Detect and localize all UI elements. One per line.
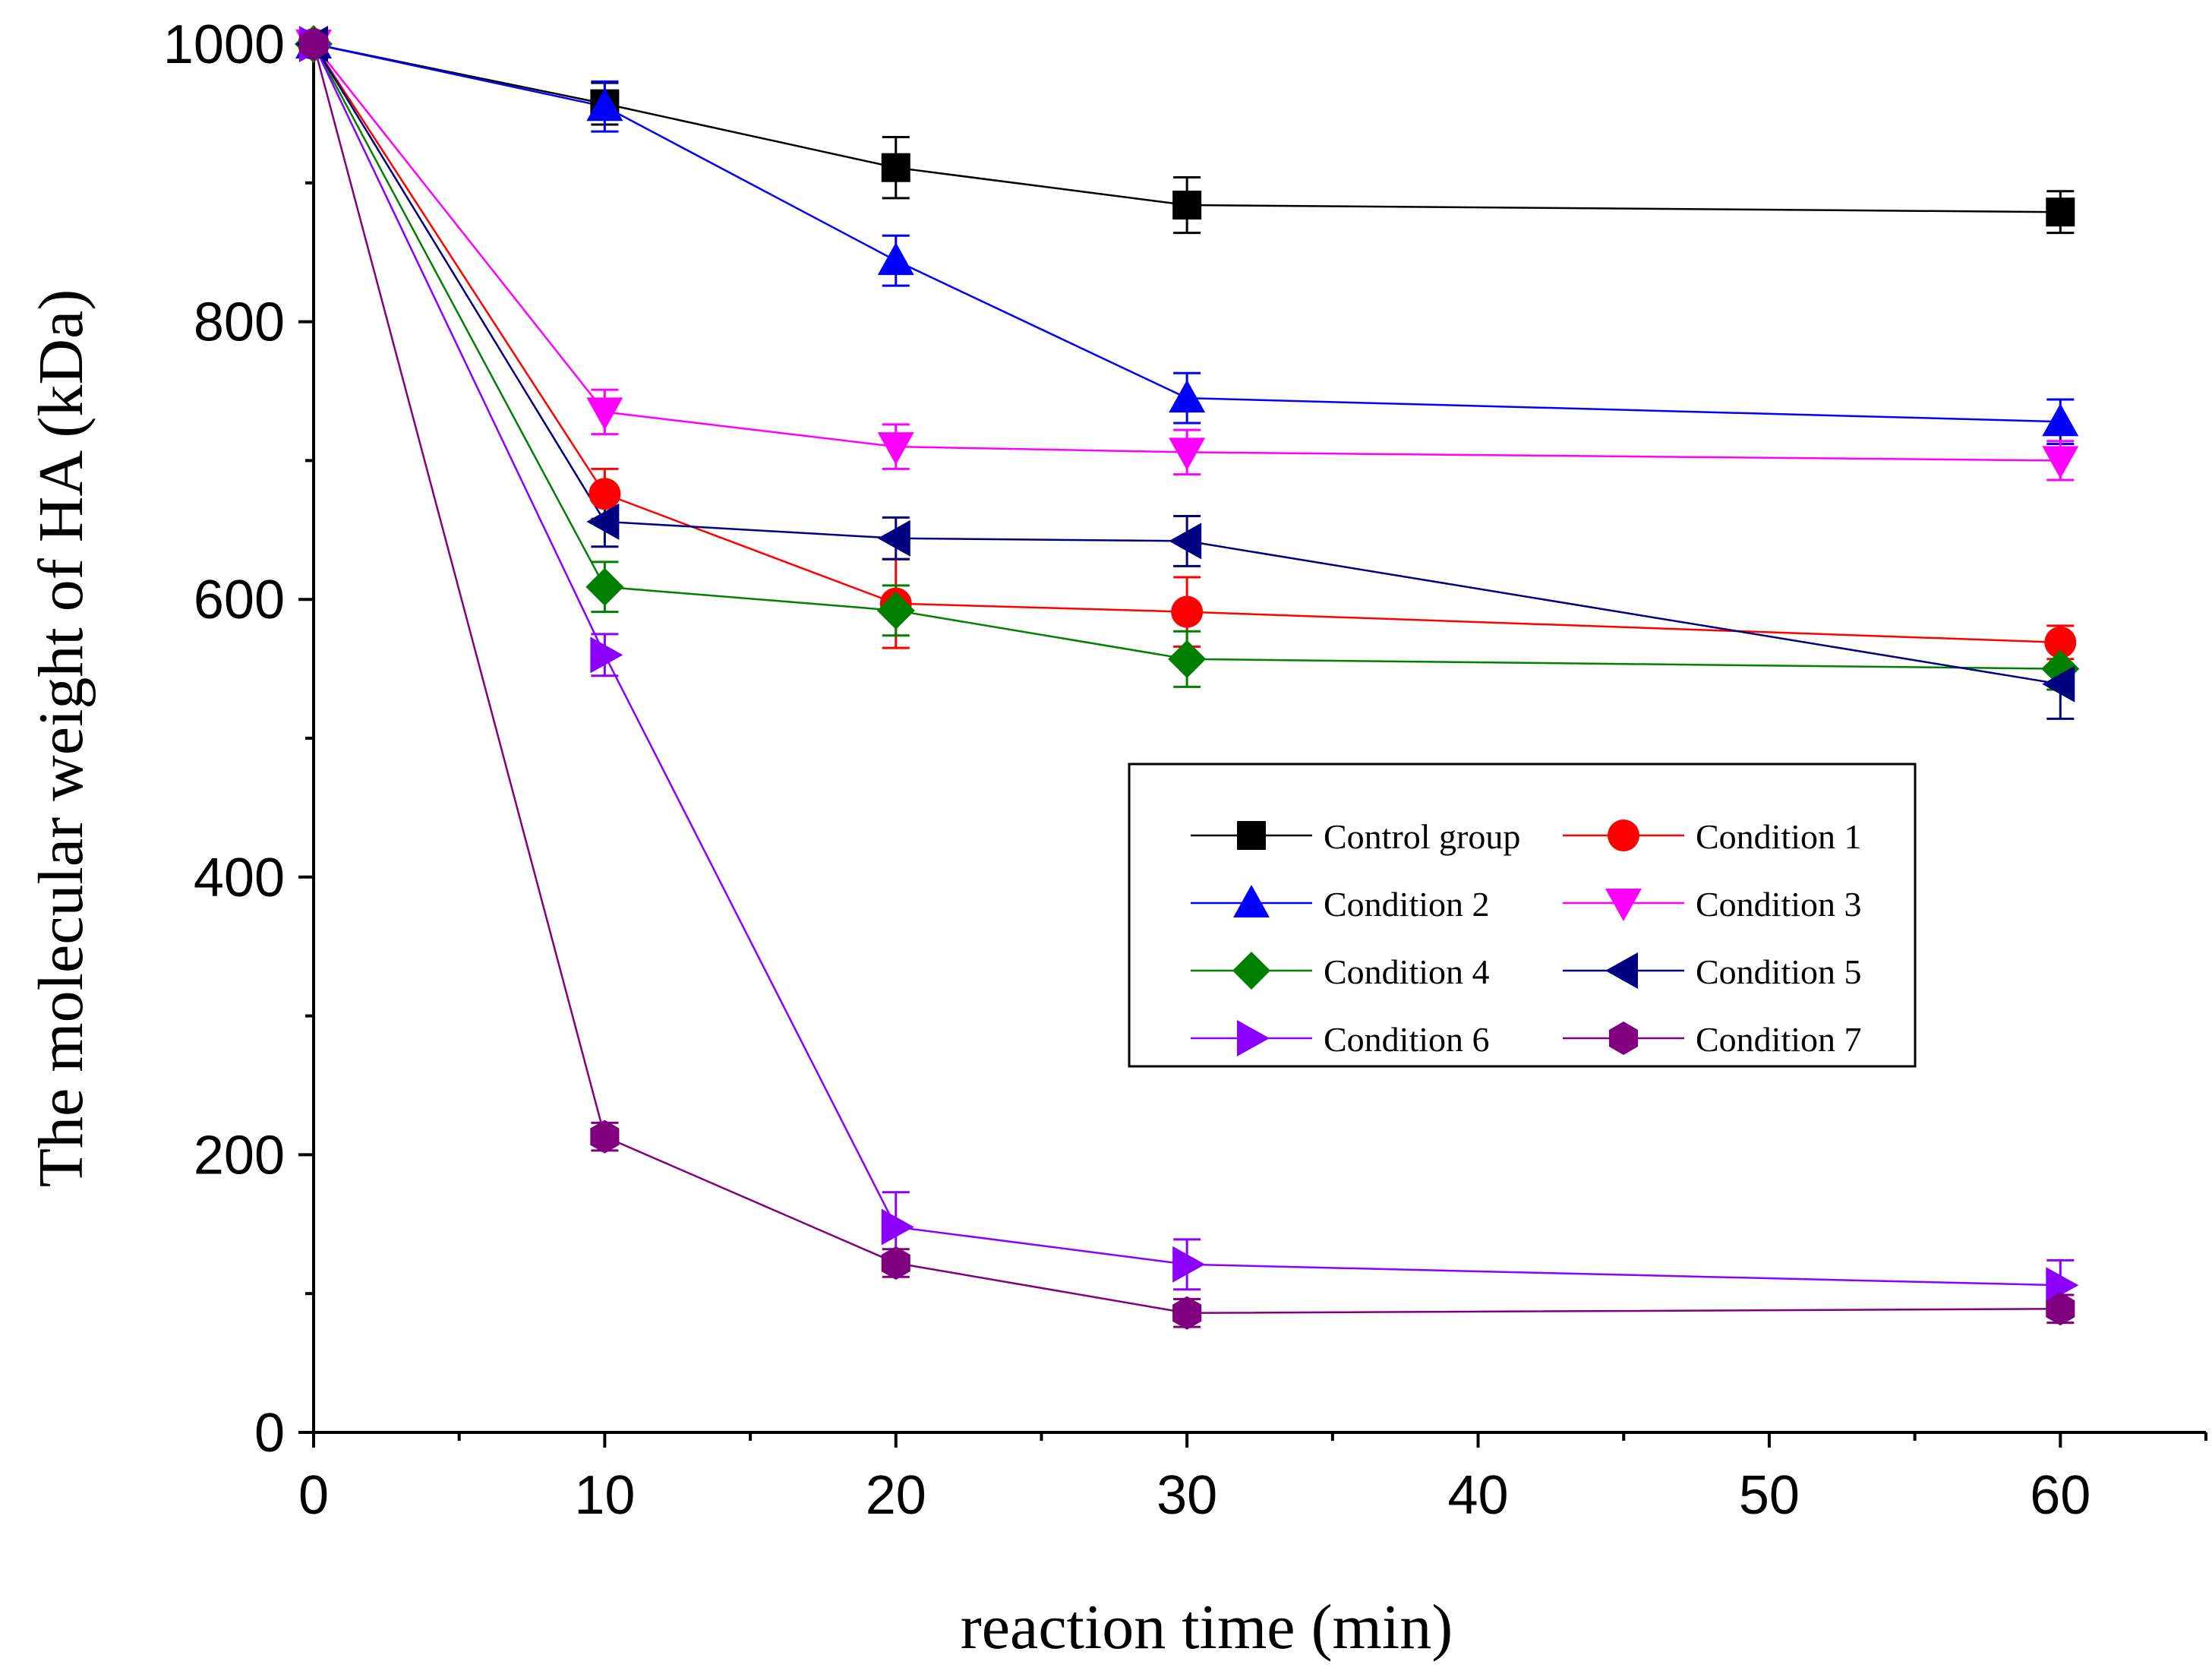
data-point [1168, 639, 1207, 678]
legend-marker [1608, 819, 1639, 851]
data-point [877, 432, 914, 466]
data-point [590, 636, 623, 674]
legend-label: Condition 7 [1696, 1020, 1862, 1059]
legend-item: Condition 6 [1191, 1020, 1490, 1059]
series-layer [295, 25, 2080, 1330]
data-point [1169, 523, 1202, 560]
data-point [2042, 446, 2079, 479]
y-tick-label: 800 [194, 292, 285, 353]
data-point [1172, 1296, 1202, 1330]
legend-label: Condition 1 [1696, 817, 1862, 856]
series-condition-7-markers [298, 27, 2075, 1330]
legend-label: Condition 4 [1324, 952, 1490, 991]
y-tick-label: 200 [194, 1125, 285, 1186]
data-point [2046, 1267, 2079, 1304]
data-point [881, 1208, 914, 1246]
data-point [2046, 197, 2075, 227]
data-point [2042, 403, 2079, 437]
legend-item: Condition 3 [1563, 885, 1862, 924]
y-axis-title: The molecular weight of HA (kDa) [26, 289, 96, 1188]
legend-label: Condition 3 [1696, 885, 1862, 924]
x-tick-label: 10 [574, 1465, 635, 1526]
x-tick-label: 0 [298, 1465, 329, 1526]
y-tick-label: 1000 [163, 14, 285, 75]
data-point [586, 88, 623, 122]
legend-label: Condition 6 [1324, 1020, 1490, 1059]
legend-marker [1237, 821, 1266, 850]
axes-layer: 0 200 400 600 800 1000 0 10 20 30 40 50 60 [163, 14, 2207, 1526]
y-tick-label: 600 [194, 570, 285, 630]
y-tick-label: 0 [254, 1403, 285, 1464]
legend-item: Condition 5 [1563, 952, 1862, 991]
legend-item: Control group [1191, 817, 1520, 856]
data-point [1172, 1246, 1206, 1283]
data-point [877, 242, 914, 276]
legend-label: Condition 2 [1324, 885, 1490, 924]
data-point [1172, 191, 1202, 220]
x-tick-label: 60 [2030, 1465, 2091, 1526]
data-point [1169, 437, 1206, 471]
legend: Control group Condition 1 Condition 2 Condi… [1128, 763, 1917, 1068]
legend-marker [1605, 952, 1638, 989]
legend-item: Condition 2 [1191, 885, 1490, 924]
data-point [877, 519, 910, 557]
data-point [1169, 380, 1206, 413]
data-point [881, 1246, 910, 1280]
legend-marker [1233, 885, 1270, 917]
x-tick-label: 50 [1739, 1465, 1800, 1526]
data-point [1171, 595, 1204, 628]
data-point [881, 153, 910, 182]
legend-label: Condition 5 [1696, 952, 1862, 991]
x-tick-label: 40 [1447, 1465, 1508, 1526]
data-point [876, 591, 915, 630]
legend-label: Control group [1324, 817, 1520, 856]
legend-item: Condition 1 [1563, 817, 1862, 856]
data-point [2042, 665, 2075, 703]
legend-marker [1232, 952, 1270, 990]
data-point [2046, 1292, 2075, 1326]
data-point [2044, 626, 2077, 658]
x-axis-title: reaction time (min) [961, 1592, 1453, 1663]
x-tick-label: 20 [866, 1465, 926, 1526]
data-point [585, 567, 624, 606]
x-tick-label: 30 [1156, 1465, 1217, 1526]
data-point [298, 27, 329, 61]
legend-item: Condition 7 [1563, 1020, 1862, 1059]
data-point [586, 503, 620, 540]
y-tick-label: 400 [194, 848, 285, 908]
legend-marker [1237, 1020, 1270, 1056]
legend-marker [1608, 1022, 1639, 1055]
data-point [586, 397, 623, 431]
data-point [588, 478, 621, 510]
legend-marker [1605, 889, 1642, 921]
data-point [590, 1119, 620, 1154]
legend-item: Condition 4 [1191, 952, 1490, 991]
